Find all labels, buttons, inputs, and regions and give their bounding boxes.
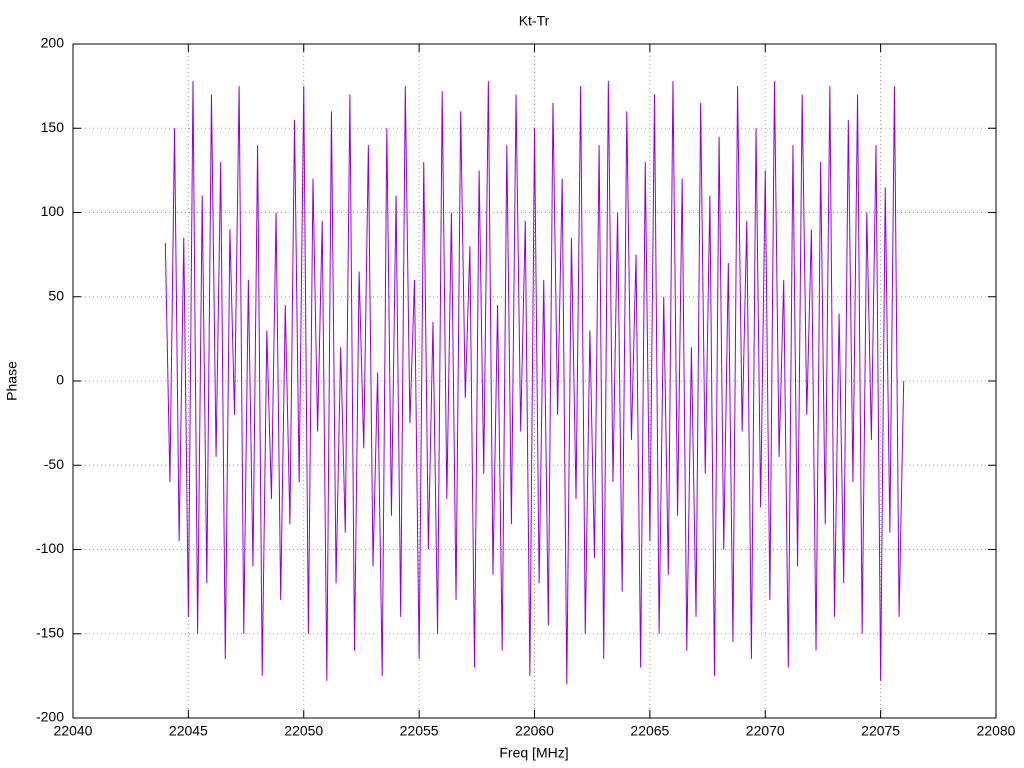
x-tick-label: 22070 [746, 723, 785, 739]
chart-title: Kt-Tr [519, 13, 550, 29]
x-tick-label: 22040 [54, 723, 93, 739]
x-axis-label: Freq [MHz] [499, 745, 568, 761]
y-tick-label: 100 [41, 203, 65, 219]
y-tick-label: 150 [41, 119, 65, 135]
y-tick-label: 200 [41, 35, 65, 51]
y-tick-label: -200 [36, 709, 64, 725]
y-axis-label: Phase [4, 361, 20, 401]
y-tick-label: 0 [56, 372, 64, 388]
y-tick-label: 50 [48, 287, 64, 303]
x-tick-label: 22060 [515, 723, 554, 739]
x-tick-label: 22045 [169, 723, 208, 739]
y-tick-label: -50 [44, 456, 64, 472]
x-tick-label: 22080 [977, 723, 1016, 739]
x-tick-label: 22075 [861, 723, 900, 739]
x-tick-label: 22050 [284, 723, 323, 739]
y-tick-label: -150 [36, 624, 64, 640]
plot-border [72, 43, 997, 719]
x-tick-label: 22065 [630, 723, 669, 739]
x-tick-label: 22055 [400, 723, 439, 739]
y-tick-label: -100 [36, 540, 64, 556]
data-line [164, 81, 905, 685]
